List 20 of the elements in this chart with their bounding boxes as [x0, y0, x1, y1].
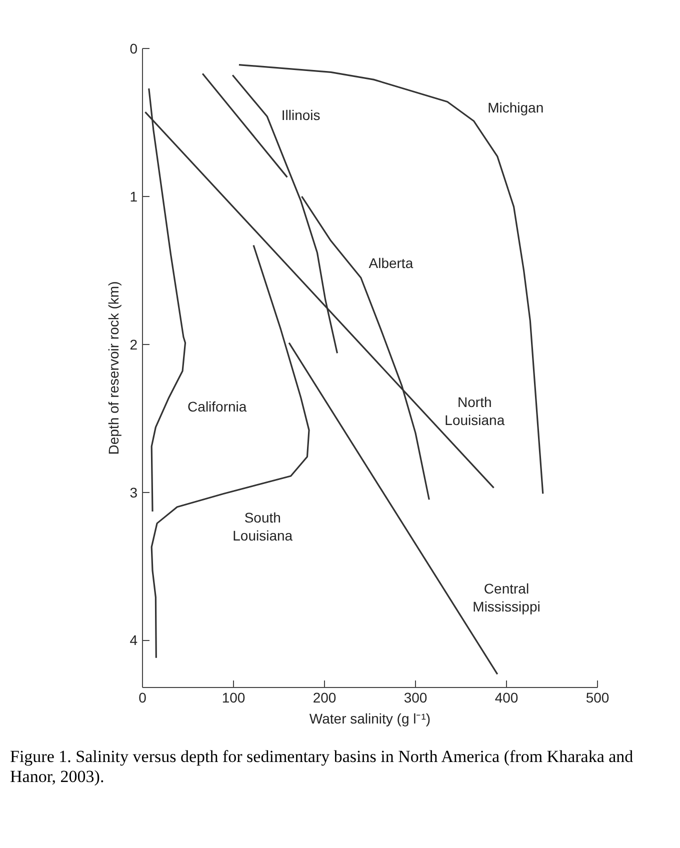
series-label: Illinois — [281, 107, 320, 124]
x-tick-label: 200 — [312, 690, 336, 706]
y-tick-label: 2 — [130, 336, 138, 352]
y-tick-label: 3 — [130, 484, 138, 500]
x-tick-label: 500 — [586, 690, 610, 706]
caption: Figure 1. Salinity versus depth for sedimentary basins in North America (from Kharaka and Hanor, 2003). — [10, 747, 634, 788]
x-tick-label: 100 — [222, 690, 246, 706]
y-tick-label: 0 — [130, 40, 138, 56]
y-axis-title: Depth of reservoir rock (km) — [106, 281, 122, 455]
y-tick-label: 4 — [130, 632, 138, 648]
series-label: California — [188, 398, 247, 414]
x-axis-title: Water salinity (g l⁻¹) — [309, 710, 431, 726]
x-tick-label: 300 — [404, 690, 428, 706]
series-label: North Louisiana — [444, 394, 505, 428]
series-label: Central Mississippi — [472, 580, 540, 614]
x-tick-label: 400 — [494, 690, 518, 706]
series-label: South Louisiana — [232, 509, 293, 544]
y-tick-label: 1 — [130, 188, 138, 204]
series-label: Michigan — [488, 100, 544, 116]
series-label: Alberta — [368, 254, 414, 271]
